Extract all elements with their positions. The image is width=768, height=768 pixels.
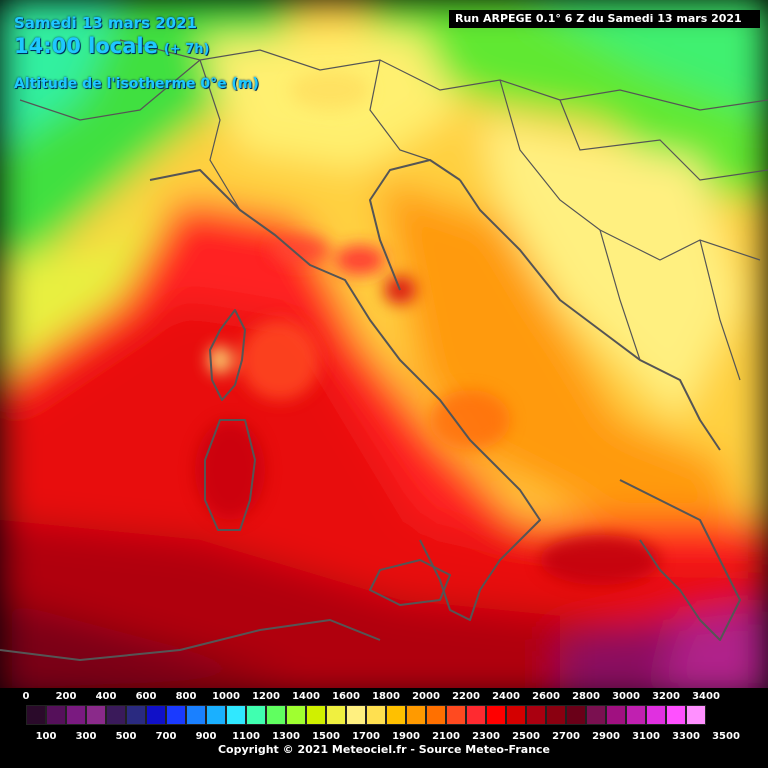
legend-tick-label: 0 — [22, 691, 30, 702]
legend-tick-label: 3300 — [672, 731, 700, 742]
color-scale — [26, 705, 706, 725]
legend-tick-label: 2400 — [492, 691, 520, 702]
legend-tick-label: 900 — [195, 731, 217, 742]
variable-title: Altitude de l'isotherme 0°e (m) — [14, 76, 259, 92]
legend-swatch — [646, 705, 666, 725]
legend-swatch — [566, 705, 586, 725]
legend-swatch — [146, 705, 166, 725]
legend-tick-label: 2000 — [412, 691, 440, 702]
legend-swatch — [246, 705, 266, 725]
legend-tick-label: 3000 — [612, 691, 640, 702]
legend-swatch — [606, 705, 626, 725]
legend-tick-label: 400 — [95, 691, 117, 702]
legend-tick-label: 3400 — [692, 691, 720, 702]
color-field — [0, 0, 768, 700]
legend-tick-label: 1200 — [252, 691, 280, 702]
legend-swatch — [406, 705, 426, 725]
legend-tick-label: 1100 — [232, 731, 260, 742]
legend-tick-label: 2500 — [512, 731, 540, 742]
legend-swatch — [326, 705, 346, 725]
legend-swatch — [506, 705, 526, 725]
legend-tick-label: 2700 — [552, 731, 580, 742]
legend-swatch — [86, 705, 106, 725]
legend-swatch — [286, 705, 306, 725]
legend-swatch — [546, 705, 566, 725]
legend-swatch — [166, 705, 186, 725]
legend-swatch — [66, 705, 86, 725]
legend-tick-label: 700 — [155, 731, 177, 742]
legend-tick-label: 3100 — [632, 731, 660, 742]
legend-tick-label: 3500 — [712, 731, 740, 742]
legend-swatch — [526, 705, 546, 725]
legend-swatch — [346, 705, 366, 725]
legend-tick-label: 800 — [175, 691, 197, 702]
legend-swatch — [106, 705, 126, 725]
copyright: Copyright © 2021 Meteociel.fr - Source M… — [217, 743, 551, 756]
legend-swatch — [586, 705, 606, 725]
legend-swatch — [626, 705, 646, 725]
legend-tick-label: 200 — [55, 691, 77, 702]
legend-tick-label: 2600 — [532, 691, 560, 702]
time-offset: (+ 7h) — [163, 42, 210, 57]
legend-tick-label: 2200 — [452, 691, 480, 702]
legend-tick-label: 500 — [115, 731, 137, 742]
legend-swatch — [126, 705, 146, 725]
legend-tick-label: 2900 — [592, 731, 620, 742]
time-label: 14:00 locale — [14, 34, 158, 58]
borders — [19, 39, 768, 381]
legend-background — [0, 688, 768, 768]
legend-tick-label: 3200 — [652, 691, 680, 702]
legend-swatch — [266, 705, 286, 725]
legend-swatch — [306, 705, 326, 725]
forecast-time: 14:00 locale (+ 7h) — [14, 34, 209, 58]
legend-swatch — [446, 705, 466, 725]
legend-swatch — [46, 705, 66, 725]
legend-swatch — [26, 705, 46, 725]
legend-tick-label: 1500 — [312, 731, 340, 742]
legend-swatch — [426, 705, 446, 725]
legend-tick-label: 1300 — [272, 731, 300, 742]
legend-tick-label: 2800 — [572, 691, 600, 702]
legend-swatch — [206, 705, 226, 725]
legend-tick-label: 1400 — [292, 691, 320, 702]
legend-swatch — [666, 705, 686, 725]
legend-swatch — [226, 705, 246, 725]
legend-tick-label: 1600 — [332, 691, 360, 702]
legend-swatch — [186, 705, 206, 725]
legend-tick-label: 100 — [35, 731, 57, 742]
coastlines — [0, 159, 741, 661]
legend-swatch — [686, 705, 706, 725]
legend-tick-label: 600 — [135, 691, 157, 702]
legend-swatch — [466, 705, 486, 725]
legend-tick-label: 1000 — [212, 691, 240, 702]
forecast-date: Samedi 13 mars 2021 — [14, 14, 197, 32]
legend-swatch — [486, 705, 506, 725]
legend-tick-label: 2100 — [432, 731, 460, 742]
legend-tick-label: 1800 — [372, 691, 400, 702]
legend-tick-label: 2300 — [472, 731, 500, 742]
run-info: Run ARPEGE 0.1° 6 Z du Samedi 13 mars 20… — [449, 10, 760, 28]
legend-swatch — [386, 705, 406, 725]
legend-swatch — [366, 705, 386, 725]
legend-tick-label: 1900 — [392, 731, 420, 742]
legend-tick-label: 1700 — [352, 731, 380, 742]
legend-tick-label: 300 — [75, 731, 97, 742]
